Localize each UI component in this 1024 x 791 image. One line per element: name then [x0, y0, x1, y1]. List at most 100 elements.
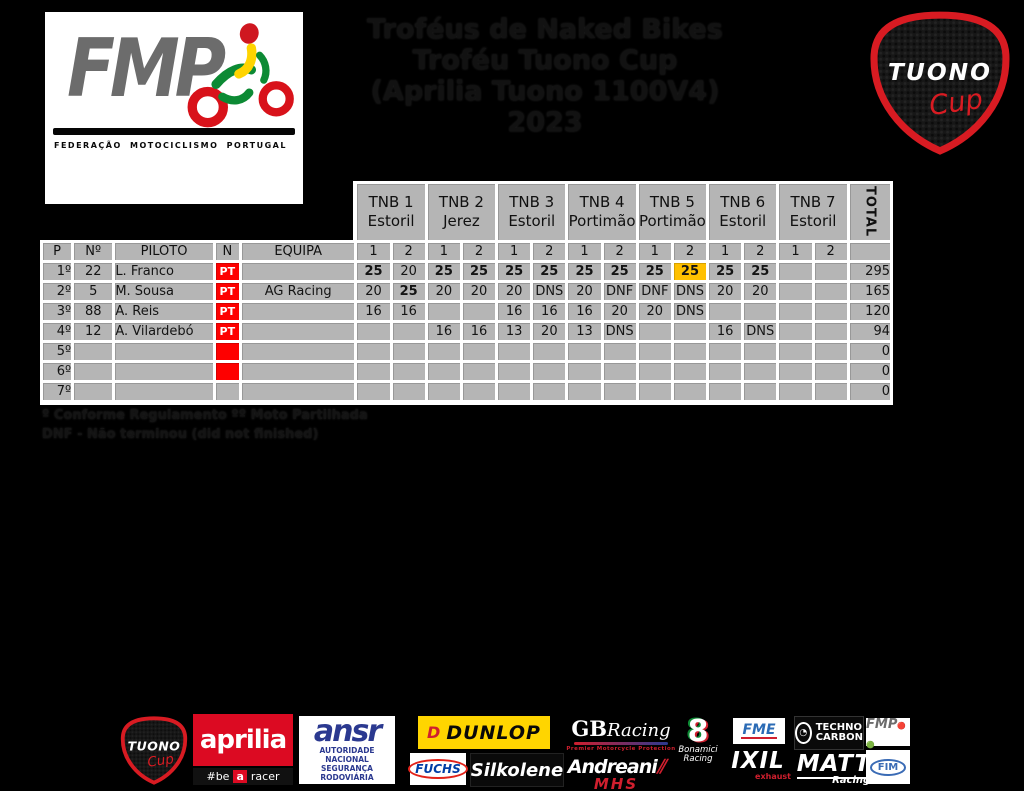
score-cell: 16 — [568, 303, 601, 320]
score-cell: 16 — [357, 303, 390, 320]
bonamici-8-icon: 8 — [687, 714, 709, 749]
score-cell — [533, 383, 566, 400]
score-cell: 20 — [357, 283, 390, 300]
score-cell — [533, 343, 566, 360]
score-cell — [357, 323, 390, 340]
silkolene-wordmark: Silkolene — [470, 759, 564, 781]
score-cell — [392, 383, 425, 400]
table-row: 5º 0 — [43, 343, 890, 360]
number-cell — [74, 343, 113, 360]
title-line-4: 2023 — [507, 107, 583, 138]
pilot-cell: L. Franco — [115, 263, 213, 280]
number-cell — [74, 383, 113, 400]
header-spacer — [43, 184, 71, 240]
score-cell: DNS — [744, 323, 777, 340]
sponsor-techno-matt-group: ◔ TECHNO CARBON MATT Racing. — [794, 716, 874, 786]
nationality-cell — [215, 343, 239, 360]
total-cell: 94 — [849, 323, 890, 340]
andreani-slash-icon: ⫽ — [656, 756, 666, 778]
score-cell — [779, 363, 812, 380]
fmp-logo-underline — [53, 128, 295, 135]
score-cell: 20 — [462, 283, 496, 300]
score-cell — [814, 383, 847, 400]
matt-wordmark: MATT — [796, 751, 872, 779]
race-number-header: 2 — [814, 243, 847, 260]
score-cell: 20 — [744, 283, 777, 300]
column-header: Nº — [74, 243, 113, 260]
score-cell: 20 — [498, 283, 531, 300]
gbracing-swoosh-icon — [574, 742, 668, 745]
score-cell: 16 — [392, 303, 425, 320]
score-cell — [427, 383, 460, 400]
score-cell: 25 — [603, 263, 636, 280]
score-cell — [427, 343, 460, 360]
title-line-2: Troféu Tuono Cup — [412, 45, 678, 76]
ansr-subtitle-1: AUTORIDADE NACIONAL — [319, 746, 375, 764]
table-row: 7º 0 — [43, 383, 890, 400]
pilot-cell: M. Sousa — [115, 283, 213, 300]
techno-line1: TECHNO — [815, 722, 862, 733]
pilot-cell: A. Vilardebó — [115, 323, 213, 340]
gbracing-subtitle: Premier Motorcycle Protection — [566, 746, 676, 752]
score-cell — [392, 323, 425, 340]
sponsor-andreani-logo: Andreani⫽ MHS — [566, 756, 666, 791]
position-cell: 6º — [43, 363, 72, 380]
total-cell: 0 — [849, 363, 890, 380]
sponsor-ansr-logo: ansr AUTORIDADE NACIONAL SEGURANÇA RODOV… — [299, 716, 395, 784]
sponsor-tuono-cup-logo: TUONO Cup — [120, 716, 188, 785]
score-cell: 20 — [568, 283, 601, 300]
score-cell — [673, 383, 707, 400]
fim-wordmark: FIM — [869, 758, 907, 776]
score-cell: DNS — [533, 283, 566, 300]
score-cell — [638, 343, 671, 360]
event-header: TNB 2 Jerez — [427, 184, 496, 240]
number-cell: 88 — [74, 303, 113, 320]
score-cell: 25 — [533, 263, 566, 280]
table-row: 6º 0 — [43, 363, 890, 380]
sponsor-fme-ixil-group: FME IXIL exhaust — [725, 718, 791, 781]
total-subheader-cell — [849, 243, 890, 260]
aprilia-tag-a: a — [233, 770, 247, 783]
score-cell — [779, 283, 812, 300]
race-number-header: 1 — [568, 243, 601, 260]
total-header: TOTAL — [849, 184, 890, 240]
aprilia-tag-pre: #be — [206, 770, 230, 783]
sponsor-tuono-word: TUONO — [128, 738, 181, 753]
gbracing-gb: GB — [571, 716, 608, 741]
score-cell — [638, 363, 671, 380]
fme-underline-icon — [741, 736, 777, 739]
table-row: 3º 88 A. Reis PT 16 16 16 16 16 20 20 DNS 120 — [43, 303, 890, 320]
column-header: N — [215, 243, 239, 260]
fuchs-wordmark: FUCHS — [408, 759, 468, 779]
race-number-header: 2 — [533, 243, 566, 260]
column-header: EQUIPA — [241, 243, 355, 260]
table-row: 1º 22 L. Franco PT 25 20 25 25 25 25 25 25 25 25 25 25 2… — [43, 263, 890, 280]
team-cell — [241, 343, 355, 360]
fmp-small-rider-icon: 🔴🟢 — [866, 722, 908, 749]
page-title: Troféus de Naked Bikes Troféu Tuono Cup … — [320, 14, 770, 138]
techno-line2: CARBON — [815, 732, 863, 743]
nationality-cell: PT — [215, 323, 239, 340]
footnotes: º Conforme Regulamento ºº Moto Partilhad… — [42, 406, 368, 444]
race-number-header: 1 — [779, 243, 812, 260]
score-cell — [814, 343, 847, 360]
score-cell — [357, 343, 390, 360]
score-cell: DNF — [638, 283, 671, 300]
score-cell — [568, 383, 601, 400]
score-cell — [779, 383, 812, 400]
pilot-cell — [115, 363, 213, 380]
team-cell — [241, 303, 355, 320]
score-cell: 16 — [427, 323, 460, 340]
bonamici-line2: Racing — [683, 754, 713, 764]
score-cell: 16 — [498, 303, 531, 320]
sponsor-bonamici-logo: 8 Bonamici Racing — [670, 714, 726, 764]
sponsor-silkolene-logo: Silkolene — [470, 753, 564, 787]
ansr-subtitle-2: SEGURANÇA RODOVIÁRIA — [320, 764, 374, 782]
score-cell — [814, 283, 847, 300]
score-cell: 20 — [709, 283, 742, 300]
score-cell — [779, 323, 812, 340]
number-cell: 5 — [74, 283, 113, 300]
fmp-rider-icon — [187, 23, 294, 128]
tuono-logo-cup: Cup — [927, 84, 985, 122]
score-cell — [462, 383, 496, 400]
